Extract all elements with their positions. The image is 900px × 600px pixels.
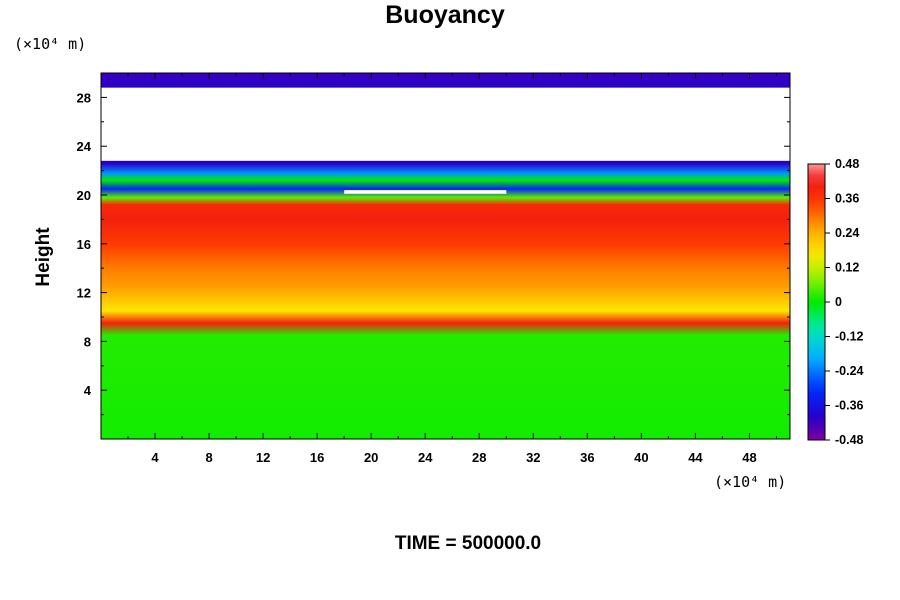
colorbar-tick-label: -0.36	[835, 399, 864, 413]
colorbar-tick-label: 0.12	[835, 261, 859, 275]
blank-region	[344, 190, 507, 194]
heatmap-field	[101, 73, 790, 439]
y-axis-unit: (×10⁴ m)	[14, 35, 86, 53]
x-tick-label: 32	[526, 450, 540, 465]
x-axis-unit: (×10⁴ m)	[714, 473, 786, 491]
y-tick-label: 12	[77, 286, 91, 301]
colorbar	[807, 163, 826, 441]
colorbar-tick-label: 0.48	[835, 157, 859, 171]
x-tick-label: 16	[310, 450, 324, 465]
x-tick-label: 44	[688, 450, 703, 465]
y-tick-label: 16	[77, 237, 91, 252]
x-tick-label: 48	[742, 450, 756, 465]
x-axis-ticks: 4 8 12 16 20 24 28 32 36 40 44 48	[127, 73, 777, 465]
colorbar-ticks: 0.48 0.36 0.24 0.12 0 -0.12 -0.24 -0.36 -0.48	[825, 157, 864, 447]
x-tick-label: 20	[364, 450, 378, 465]
y-axis-ticks: 4 8 12 16 20 24 28	[77, 90, 790, 416]
y-tick-label: 28	[77, 90, 91, 105]
blank-region	[101, 87, 790, 161]
colorbar-tick-label: -0.12	[835, 330, 864, 344]
colorbar-tick-label: 0.36	[835, 192, 859, 206]
x-tick-label: 8	[205, 450, 212, 465]
y-tick-label: 20	[77, 188, 91, 203]
x-tick-label: 24	[418, 450, 433, 465]
x-tick-label: 40	[634, 450, 648, 465]
x-tick-label: 36	[580, 450, 594, 465]
time-annotation: TIME = 500000.0	[395, 533, 541, 554]
colorbar-tick-label: 0.24	[835, 226, 859, 240]
y-tick-label: 8	[84, 334, 91, 349]
colorbar-tick-label: -0.48	[835, 433, 864, 447]
blank-regions	[101, 87, 790, 194]
x-tick-label: 28	[472, 450, 486, 465]
x-tick-label: 4	[151, 450, 159, 465]
plot-frame	[100, 72, 791, 440]
colorbar-tick-label: -0.24	[835, 364, 864, 378]
y-tick-label: 4	[84, 383, 92, 398]
colorbar-tick-label: 0	[835, 295, 842, 309]
y-axis-label: Height	[33, 227, 54, 287]
chart-title: Buoyancy	[385, 1, 505, 29]
y-tick-label: 24	[77, 139, 92, 154]
x-tick-label: 12	[256, 450, 270, 465]
